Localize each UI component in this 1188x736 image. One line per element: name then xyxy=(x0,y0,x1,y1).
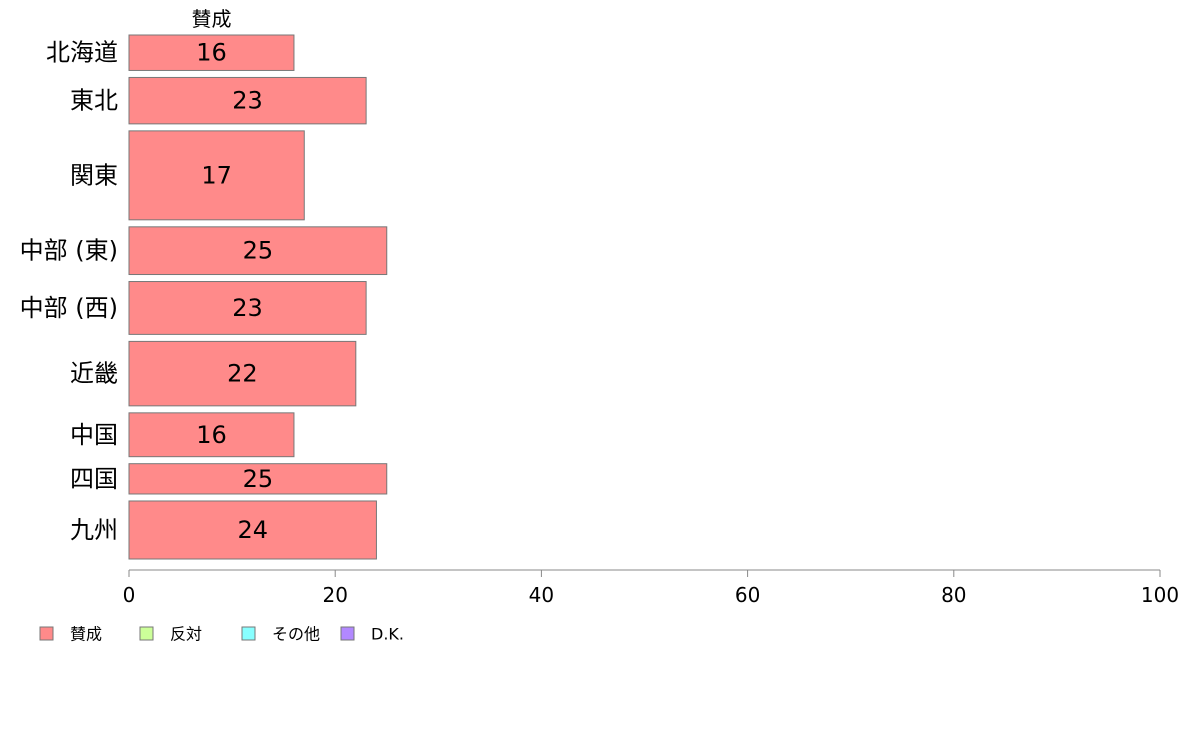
category-label: 中部 (西) xyxy=(20,294,118,322)
bar xyxy=(128,76,367,125)
legend-swatch xyxy=(139,626,154,641)
series-header: 賛成 xyxy=(191,7,231,31)
bar xyxy=(128,340,357,407)
bar-value-label: 23 xyxy=(232,87,263,115)
x-tick-label: 60 xyxy=(735,583,760,607)
category-label: 九州 xyxy=(70,516,118,544)
bar xyxy=(128,226,388,276)
legend-label: 賛成 xyxy=(70,625,102,644)
bar xyxy=(128,130,305,221)
category-label: 四国 xyxy=(70,465,118,493)
bar-value-label: 22 xyxy=(227,360,258,388)
bar-value-label: 23 xyxy=(232,294,263,322)
bar-value-label: 25 xyxy=(243,237,274,265)
category-label: 中国 xyxy=(70,421,118,449)
legend-label: 反対 xyxy=(170,625,202,644)
x-tick-label: 100 xyxy=(1141,583,1179,607)
bar-value-label: 16 xyxy=(196,421,227,449)
bar-value-label: 17 xyxy=(201,161,232,189)
legend-swatch xyxy=(39,626,54,641)
bar xyxy=(128,281,367,335)
category-label: 東北 xyxy=(70,87,118,115)
x-tick-label: 40 xyxy=(529,583,554,607)
legend-label: D.K. xyxy=(371,625,404,644)
category-label: 北海道 xyxy=(46,39,118,67)
x-tick-label: 20 xyxy=(322,583,347,607)
legend-swatch xyxy=(241,626,256,641)
category-label: 関東 xyxy=(70,161,118,189)
bar xyxy=(128,500,377,560)
legend-swatch xyxy=(340,626,355,641)
bar-value-label: 16 xyxy=(196,39,227,67)
category-label: 中部 (東) xyxy=(20,237,118,265)
bar xyxy=(128,412,295,458)
x-tick-label: 80 xyxy=(941,583,966,607)
bar xyxy=(128,34,295,71)
legend-label: その他 xyxy=(272,625,320,644)
category-label: 近畿 xyxy=(70,360,118,388)
bar xyxy=(128,463,388,495)
bar-value-label: 25 xyxy=(243,465,274,493)
bar-value-label: 24 xyxy=(237,516,268,544)
x-tick-label: 0 xyxy=(123,583,136,607)
